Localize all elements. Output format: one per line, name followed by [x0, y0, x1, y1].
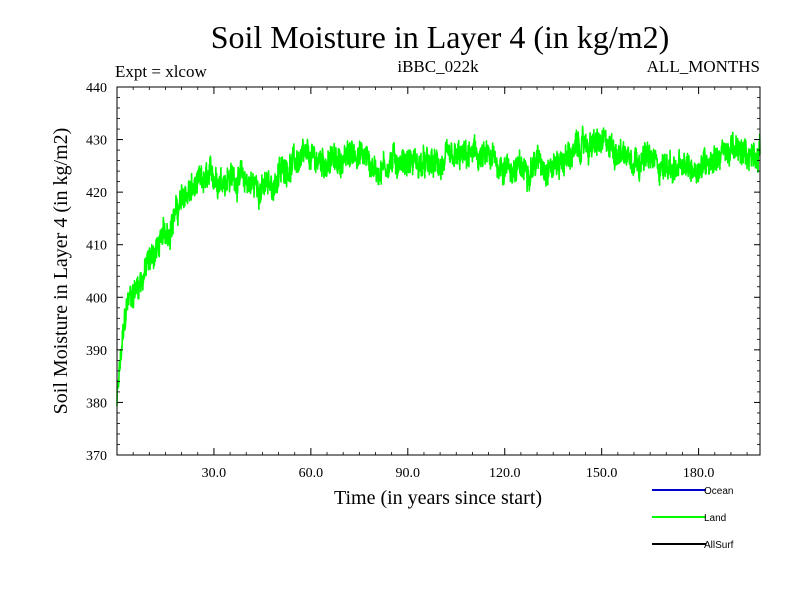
y-tick-label: 380	[86, 396, 107, 411]
x-tick-label: 120.0	[489, 466, 521, 481]
y-tick-label: 400	[86, 291, 107, 306]
chart-title: Soil Moisture in Layer 4 (in kg/m2)	[211, 19, 670, 55]
y-tick-label: 370	[86, 449, 107, 464]
legend-label-ocean: Ocean	[704, 486, 733, 497]
x-tick-label: 30.0	[202, 466, 227, 481]
x-tick-label: 90.0	[396, 466, 421, 481]
y-tick-label: 420	[86, 186, 107, 201]
x-tick-label: 180.0	[683, 466, 715, 481]
plot-frame	[116, 86, 761, 456]
months-label: ALL_MONTHS	[647, 57, 760, 76]
legend-label-allsurf: AllSurf	[704, 540, 734, 551]
y-axis-label: Soil Moisture in Layer 4 (in kg/m2)	[50, 128, 72, 415]
experiment-label: Expt = xlcow	[115, 62, 207, 81]
plot-area: 370 380 390 400 410 420 430 440 30.0 60.0 90.0 120.…	[86, 81, 761, 481]
axis-ticks: 370 380 390 400 410 420 430 440 30.0 60.0 90.0 120.…	[86, 81, 760, 481]
legend: Ocean Land AllSurf	[652, 486, 734, 551]
x-tick-label: 60.0	[299, 466, 324, 481]
y-tick-label: 410	[86, 239, 107, 254]
y-tick-label: 430	[86, 134, 107, 149]
y-tick-label: 440	[86, 81, 107, 96]
run-id-label: iBBC_022k	[397, 57, 479, 76]
x-axis-label: Time (in years since start)	[334, 487, 542, 509]
y-tick-label: 390	[86, 344, 107, 359]
series-layer	[116, 125, 761, 406]
x-tick-label: 150.0	[586, 466, 618, 481]
series-line-land	[116, 125, 761, 406]
legend-label-land: Land	[704, 513, 726, 524]
